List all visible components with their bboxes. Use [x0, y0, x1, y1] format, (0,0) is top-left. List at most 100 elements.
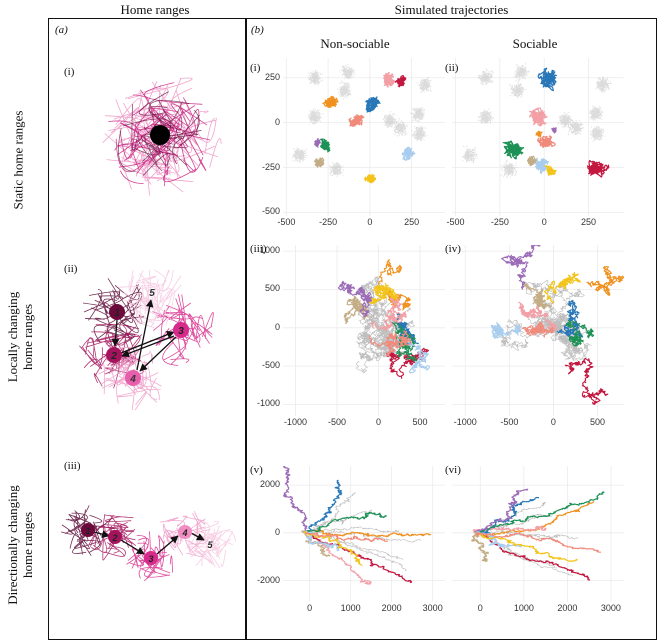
home-range-node: [109, 304, 125, 320]
x-tick-label: 1000: [340, 603, 361, 613]
trajectory-tan: [523, 283, 553, 310]
y-tick-label: 0: [274, 321, 280, 332]
trajectory-green: [565, 319, 595, 347]
directional-home-range-diagram: 1 2 3 4 5: [60, 505, 236, 582]
trajectory-red: [394, 75, 407, 88]
home-range-node: [106, 347, 122, 363]
row-label-line: Static home ranges: [10, 110, 26, 210]
panel-b-v-label: (v): [250, 464, 263, 476]
grey-trajectory: [291, 147, 308, 163]
grey-trajectory: [477, 68, 495, 86]
transition-arrow: [121, 335, 175, 358]
trajectory-salmon: [305, 532, 389, 543]
grey-trajectory: [339, 63, 356, 80]
grey-trajectory: [567, 119, 585, 136]
home-range-node: [144, 551, 158, 565]
x-tick-label: -500: [327, 417, 347, 427]
trajectory-yellow: [475, 532, 578, 562]
home-range-node-label: 2: [111, 533, 117, 543]
x-tick-label: 500: [412, 417, 428, 427]
trajectory-green: [305, 511, 387, 534]
x-tick-label: 0: [550, 417, 556, 427]
grey-trajectory: [461, 145, 479, 164]
trajectory-pink: [383, 71, 395, 88]
trajectory-pink: [528, 107, 548, 127]
x-tick-label: 1000: [513, 603, 534, 613]
x-tick-label: 0: [367, 217, 373, 227]
trajectory-lightblue: [490, 321, 521, 340]
grey-trajectory: [411, 125, 428, 142]
panel-b-vi-label: (vi): [445, 464, 461, 476]
row-label-local: Locally changing home ranges: [5, 292, 35, 383]
trajectory-red: [475, 532, 590, 581]
home-range-centre: [150, 125, 170, 145]
grey-trajectory: [589, 126, 605, 143]
trajectory-purple: [314, 138, 321, 148]
trajectory-pink: [370, 293, 407, 331]
row-label-line: home ranges: [20, 303, 35, 371]
trajectory-blue: [556, 299, 584, 339]
x-tick-label: -500: [446, 217, 465, 227]
y-tick-label: 2000: [259, 479, 280, 490]
trajectory-green: [475, 491, 605, 534]
trajectory-grey: [540, 284, 592, 347]
plot-b-iv: [452, 245, 624, 416]
trajectory-grey: [308, 532, 407, 571]
home-range-node: [178, 525, 192, 539]
y-tick-label: 0: [274, 116, 280, 127]
trajectory-salmon: [521, 321, 554, 338]
home-range-node-label: 1: [114, 308, 120, 319]
trajectory-orange: [322, 95, 339, 108]
y-tick-label: -250: [261, 161, 280, 172]
transition-arrow: [111, 319, 120, 347]
trajectory-blue: [537, 67, 558, 92]
plot-b-iii: [283, 245, 445, 416]
panel-a-label: (a): [55, 24, 68, 36]
trajectory-yellow: [369, 282, 399, 305]
panel-a-ii-label: (ii): [64, 263, 78, 275]
col-title-non-sociable: Non-sociable: [320, 36, 390, 51]
transition-arrow: [93, 530, 110, 538]
x-tick-label: 0: [541, 217, 547, 227]
home-range-node-label: 3: [178, 326, 184, 337]
trajectory-salmon: [536, 135, 556, 148]
grey-trajectory: [337, 80, 353, 100]
trajectory-green: [502, 140, 525, 160]
trajectory-yellow: [543, 272, 582, 304]
col-title-sociable: Sociable: [512, 36, 558, 51]
home-range-node-label: 3: [148, 554, 153, 564]
y-tick-label: -2000: [256, 574, 280, 585]
panel-a-i-label: (i): [64, 66, 75, 78]
plot-b-ii: [452, 58, 624, 216]
trajectory-purple: [551, 127, 557, 134]
trajectory-green: [320, 138, 331, 153]
row-label-directional: Directionally changing home ranges: [5, 485, 35, 605]
trajectory-red: [564, 357, 609, 405]
home-range-node-label: 4: [181, 528, 187, 538]
plot-b-i: [283, 58, 445, 216]
home-range-node-label: 1: [85, 526, 90, 536]
grey-trajectory: [588, 105, 604, 122]
transition-arrow: [139, 336, 177, 372]
transition-arrow: [156, 535, 179, 555]
trajectory-purple: [474, 488, 529, 533]
trajectory-pink: [518, 301, 558, 331]
y-tick-label: 250: [264, 71, 280, 82]
home-range-node: [173, 322, 189, 338]
trajectory-tan: [313, 157, 325, 168]
panel-b-iii-label: (iii): [250, 243, 267, 255]
grey-trajectory: [595, 76, 612, 93]
trajectory-salmon: [475, 531, 602, 553]
x-tick-label: 250: [404, 217, 420, 227]
panel-b-label: (b): [251, 24, 264, 36]
trajectory-purple: [501, 245, 541, 290]
trajectory-tan: [343, 295, 369, 325]
panel-a-box: [48, 18, 247, 640]
home-range-node: [81, 523, 95, 537]
trajectory-orange: [535, 130, 543, 138]
x-tick-label: 500: [590, 417, 606, 427]
x-tick-label: 0: [307, 603, 313, 613]
x-tick-label: 3000: [422, 603, 443, 613]
panel-b-ii-label: (ii): [445, 62, 459, 74]
y-tick-label: 0: [274, 526, 280, 537]
